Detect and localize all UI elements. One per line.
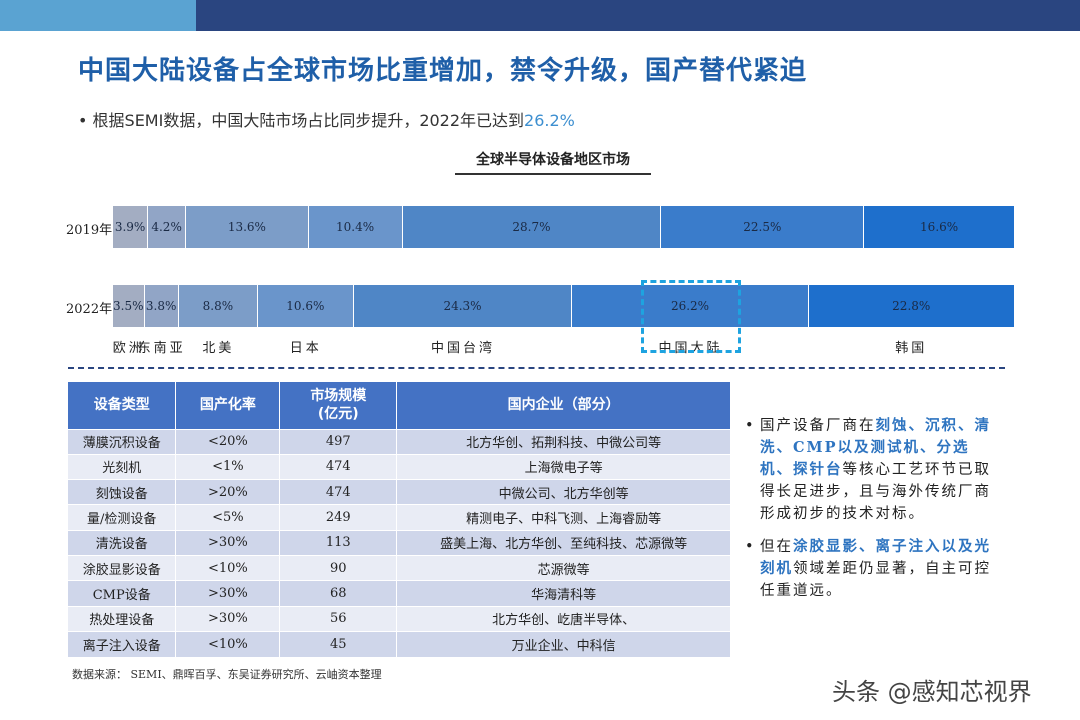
table-cell: 热处理设备 bbox=[68, 605, 177, 632]
highlight-box bbox=[641, 280, 741, 353]
region-label: 北美 bbox=[202, 341, 235, 356]
highlight-text: 刻蚀、沉积、清洗、CMP以及测试机、分选机、探针台 bbox=[760, 417, 991, 478]
table-cell: >30% bbox=[175, 580, 281, 607]
table-cell: 华海清科等 bbox=[396, 580, 731, 607]
note-text: 国产设备厂商在 bbox=[760, 418, 876, 434]
table-row: 清洗设备 >30% 113 盛美上海、北方华创、至纯科技、芯源微等 bbox=[68, 529, 731, 556]
table-row: 光刻机 <1% 474 上海微电子等 bbox=[68, 453, 731, 480]
table-cell: 涂胶显影设备 bbox=[68, 554, 177, 581]
side-note-1: • 国产设备厂商在刻蚀、沉积、清洗、CMP以及测试机、分选机、探针台等核心工艺环节… bbox=[745, 417, 991, 522]
region-label: 欧洲 bbox=[112, 341, 145, 356]
table-cell: <20% bbox=[175, 428, 281, 455]
table-cell: 芯源微等 bbox=[396, 554, 731, 581]
bar-segment: 8.8% bbox=[178, 285, 259, 327]
watermark: 头条 @感知芯视界 bbox=[832, 678, 1032, 706]
table-cell: 249 bbox=[279, 504, 398, 531]
region-label: 中国台湾 bbox=[431, 341, 496, 356]
table-cell: 盛美上海、北方华创、至纯科技、芯源微等 bbox=[396, 529, 731, 556]
bar-segment: 28.7% bbox=[402, 206, 662, 248]
column-header: 国内企业（部分） bbox=[396, 382, 731, 429]
section-divider bbox=[68, 367, 1005, 369]
bar-segment: 3.9% bbox=[113, 206, 149, 248]
column-header: 国产化率 bbox=[175, 382, 281, 429]
summary-bullet: • 根据SEMI数据，中国大陆市场占比同步提升，2022年已达到26.2% bbox=[78, 111, 575, 130]
bar-segment: 24.3% bbox=[353, 285, 573, 327]
table-cell: 474 bbox=[279, 479, 398, 505]
table-cell: <10% bbox=[175, 554, 281, 581]
bar-segment: 22.8% bbox=[808, 285, 1014, 327]
table-row: 量/检测设备 <5% 249 精测电子、中科飞测、上海睿励等 bbox=[68, 504, 731, 531]
bar-segment: 10.4% bbox=[308, 206, 403, 248]
data-source: 数据来源： SEMI、鼎晖百孚、东吴证券研究所、云岫资本整理 bbox=[72, 668, 382, 681]
side-note-2: • 但在涂胶显影、离子注入以及光刻机领域差距仍显著，自主可控任重道远。 bbox=[745, 538, 991, 599]
chart-title: 全球半导体设备地区市场 bbox=[455, 149, 651, 175]
table-row: 离子注入设备 <10% 45 万业企业、中科信 bbox=[68, 630, 731, 657]
table-row: 涂胶显影设备 <10% 90 芯源微等 bbox=[68, 554, 731, 581]
table-cell: 北方华创、拓荆科技、中微公司等 bbox=[396, 428, 731, 455]
region-label: 东南亚 bbox=[137, 341, 186, 356]
table-cell: <10% bbox=[175, 630, 281, 657]
equipment-table: 设备类型 国产化率 市场规模 (亿元) 国内企业（部分） 薄膜沉积设备 <20% 497 北方… bbox=[68, 382, 731, 657]
table-row: 热处理设备 >30% 56 北方华创、屹唐半导体、 bbox=[68, 605, 731, 632]
highlight-text: 涂胶显影、离子注入以及光刻机 bbox=[760, 538, 991, 577]
table-cell: 474 bbox=[279, 453, 398, 480]
table-cell: 精测电子、中科飞测、上海睿励等 bbox=[396, 504, 731, 531]
table-header: 设备类型 国产化率 市场规模 (亿元) 国内企业（部分） bbox=[68, 382, 731, 429]
table-cell: 90 bbox=[279, 554, 398, 581]
column-header: 设备类型 bbox=[68, 382, 177, 429]
table-cell: 45 bbox=[279, 630, 398, 657]
table-row: 薄膜沉积设备 <20% 497 北方华创、拓荆科技、中微公司等 bbox=[68, 428, 731, 455]
year-label: 2022年 bbox=[66, 302, 113, 317]
table-cell: 中微公司、北方华创等 bbox=[396, 479, 731, 505]
year-label: 2019年 bbox=[66, 223, 113, 238]
region-label: 韩国 bbox=[895, 341, 928, 356]
bar-segment: 3.5% bbox=[113, 285, 145, 327]
table-cell: 113 bbox=[279, 529, 398, 556]
table-cell: >30% bbox=[175, 605, 281, 632]
note-text: 领域差距仍显著，自主可控任重道远。 bbox=[760, 561, 991, 599]
header-accent bbox=[0, 0, 196, 31]
bullet-highlight: 26.2% bbox=[524, 111, 575, 130]
bar-segment: 10.6% bbox=[258, 285, 354, 327]
table-cell: 薄膜沉积设备 bbox=[68, 428, 177, 455]
bullet-text: 根据SEMI数据，中国大陆市场占比同步提升，2022年已达到 bbox=[92, 111, 525, 130]
bar-segment: 4.2% bbox=[148, 206, 187, 248]
bar-segment: 26.2% bbox=[572, 285, 809, 327]
table-cell: 北方华创、屹唐半导体、 bbox=[396, 605, 731, 632]
table-row: CMP设备 >30% 68 华海清科等 bbox=[68, 580, 731, 607]
bar-1: 3.5% 3.8% 8.8% 10.6% 24.3% 26.2% 22.8% bbox=[113, 285, 1014, 327]
table-cell: 56 bbox=[279, 605, 398, 632]
region-label: 日本 bbox=[289, 341, 322, 356]
bar-segment: 13.6% bbox=[186, 206, 309, 248]
page-title: 中国大陆设备占全球市场比重增加，禁令升级，国产替代紧迫 bbox=[78, 56, 808, 86]
bar-segment: 16.6% bbox=[864, 206, 1014, 248]
note-text: 等核心工艺环节已取得长足进步，且与海外传统厂商形成初步的技术对标。 bbox=[760, 462, 991, 522]
table-cell: 上海微电子等 bbox=[396, 453, 731, 480]
table-cell: <1% bbox=[175, 453, 281, 480]
table-cell: CMP设备 bbox=[68, 580, 177, 607]
table-cell: >20% bbox=[175, 479, 281, 505]
note-text: 但在 bbox=[760, 539, 793, 555]
table-cell: 光刻机 bbox=[68, 453, 177, 480]
table-cell: 68 bbox=[279, 580, 398, 607]
bar-segment: 22.5% bbox=[661, 206, 865, 248]
table-cell: <5% bbox=[175, 504, 281, 531]
bar-0: 3.9% 4.2% 13.6% 10.4% 28.7% 22.5% 16.6% bbox=[113, 206, 1014, 248]
table-cell: 清洗设备 bbox=[68, 529, 177, 556]
column-header: 市场规模 (亿元) bbox=[279, 382, 398, 429]
bar-segment: 3.8% bbox=[144, 285, 179, 327]
table-cell: 离子注入设备 bbox=[68, 630, 177, 657]
table-cell: >30% bbox=[175, 529, 281, 556]
table-cell: 刻蚀设备 bbox=[68, 479, 177, 505]
table-cell: 量/检测设备 bbox=[68, 504, 177, 531]
table-cell: 497 bbox=[279, 428, 398, 455]
table-row: 刻蚀设备 >20% 474 中微公司、北方华创等 bbox=[68, 479, 731, 505]
table-cell: 万业企业、中科信 bbox=[396, 630, 731, 657]
